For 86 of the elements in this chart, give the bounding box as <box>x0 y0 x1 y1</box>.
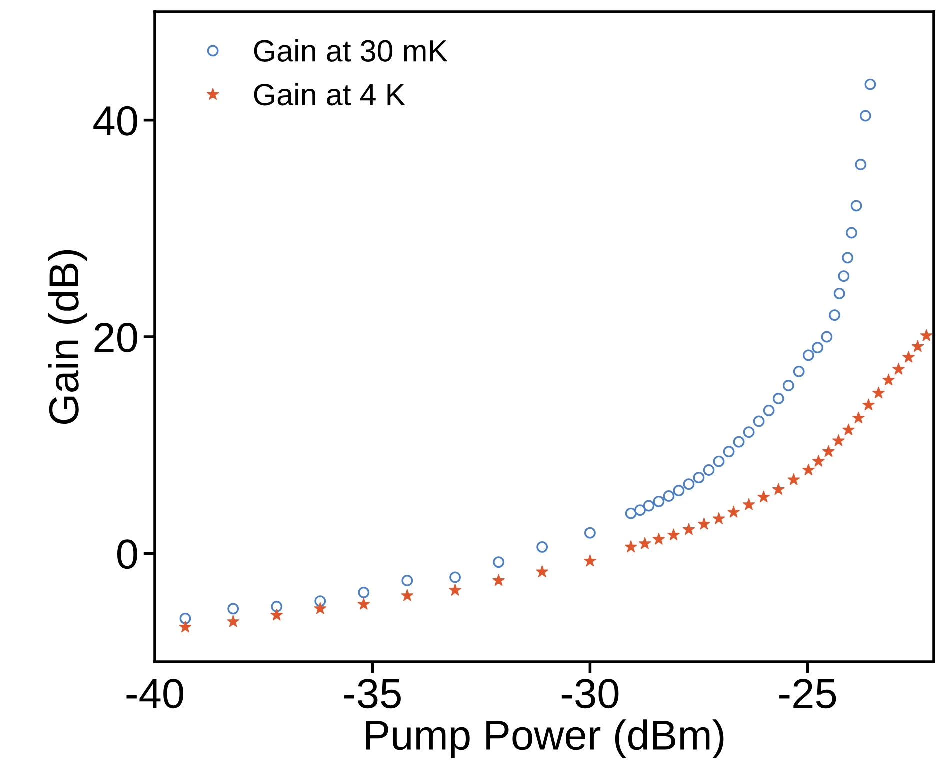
point <box>625 508 637 520</box>
point <box>882 374 896 386</box>
point <box>802 464 815 476</box>
point <box>772 483 785 496</box>
x-tick-label: -30 <box>562 679 619 709</box>
point <box>493 556 504 568</box>
point <box>850 200 862 212</box>
point <box>180 612 192 624</box>
x-tick-label: -25 <box>780 679 836 709</box>
point <box>812 454 825 467</box>
point <box>536 565 549 578</box>
point <box>450 572 461 584</box>
point <box>822 445 835 458</box>
point <box>733 436 745 448</box>
point <box>314 596 326 608</box>
legend-label: Gain at 4 K <box>254 83 406 106</box>
point <box>624 540 638 553</box>
y-tick-label: 0 <box>117 540 138 570</box>
point <box>829 310 840 322</box>
point <box>358 598 370 610</box>
point <box>179 620 192 633</box>
point <box>846 227 858 239</box>
point <box>842 252 854 264</box>
point <box>742 498 756 510</box>
point <box>802 350 814 362</box>
point <box>401 589 414 602</box>
point <box>228 603 240 615</box>
point <box>402 575 414 586</box>
point <box>536 541 548 553</box>
point <box>314 602 327 614</box>
x-axis-title: Pump Power (dBm) <box>366 720 724 758</box>
point <box>832 434 845 446</box>
point <box>663 490 675 502</box>
point <box>812 342 824 354</box>
point <box>358 586 370 598</box>
point <box>838 270 850 282</box>
point <box>872 386 886 399</box>
point <box>821 331 833 343</box>
point <box>793 366 805 378</box>
point <box>638 537 652 550</box>
point <box>693 472 705 484</box>
point <box>584 554 596 567</box>
point <box>643 500 655 512</box>
point <box>842 424 855 436</box>
point <box>270 608 284 621</box>
point <box>902 350 916 363</box>
point <box>753 416 765 428</box>
point <box>860 110 872 122</box>
point <box>864 78 876 90</box>
point <box>728 506 740 518</box>
point <box>912 340 924 352</box>
point <box>852 412 866 424</box>
point <box>634 504 646 516</box>
y-tick-label: 20 <box>94 323 138 353</box>
point <box>763 404 775 416</box>
point <box>712 512 726 524</box>
point <box>682 523 696 536</box>
point <box>713 456 725 468</box>
point <box>743 426 755 438</box>
point <box>782 380 794 392</box>
point <box>834 288 846 300</box>
point <box>920 329 933 342</box>
point <box>667 528 680 541</box>
point <box>698 518 711 530</box>
x-tick-label: -40 <box>126 679 184 709</box>
legend-label: Gain at 30 mK <box>254 40 448 62</box>
point <box>723 446 735 458</box>
point <box>892 362 906 375</box>
point <box>772 393 784 404</box>
point <box>788 473 800 486</box>
point <box>653 496 665 508</box>
point <box>448 584 462 596</box>
point <box>227 615 240 628</box>
point <box>855 159 867 170</box>
point <box>703 464 715 476</box>
y-tick-label: 40 <box>94 106 138 136</box>
point <box>758 490 770 503</box>
point <box>492 574 506 586</box>
point <box>683 478 695 490</box>
point <box>584 527 596 539</box>
point <box>652 532 666 545</box>
point <box>673 485 685 497</box>
point <box>862 398 876 411</box>
y-axis-title: Gain (dB) <box>48 250 88 424</box>
point <box>271 601 283 612</box>
x-tick-label: -35 <box>344 679 401 709</box>
